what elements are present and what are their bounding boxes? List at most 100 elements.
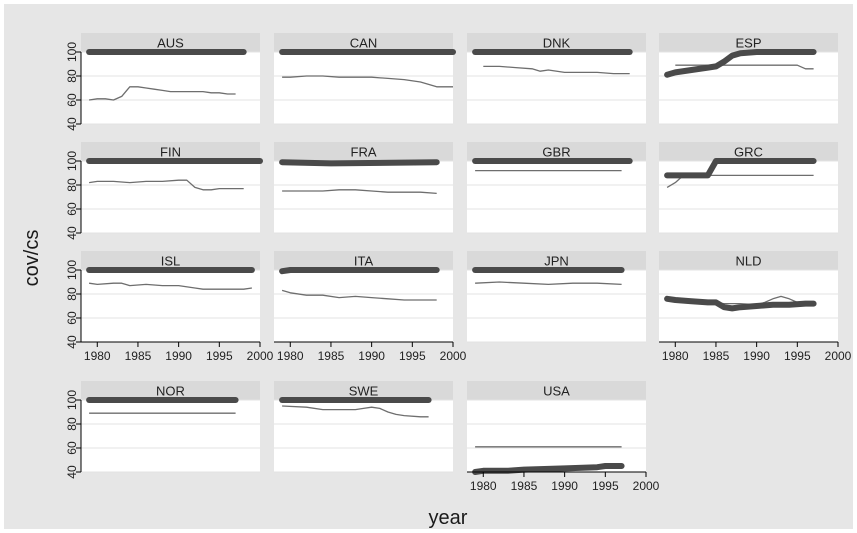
- plot-area: [274, 400, 453, 472]
- y-tick-label: 100: [65, 260, 79, 280]
- panel-usa: USA 1980 1985 1990 1995 2000: [467, 381, 660, 493]
- panel-dnk: DNK: [467, 33, 646, 125]
- panel-title: FRA: [351, 145, 377, 160]
- thick-series-line: [472, 463, 625, 475]
- x-tick-label: 1985: [125, 349, 152, 363]
- panel-header: [659, 142, 838, 161]
- x-tick-label: 1995: [784, 349, 811, 363]
- thick-series-line: [279, 159, 440, 167]
- panel-header: [81, 142, 260, 161]
- x-tick-label: 2000: [633, 479, 660, 493]
- y-axis-title: cov/cs: [21, 230, 43, 287]
- plot-area: [274, 161, 453, 233]
- y-tick-label: 40: [65, 117, 79, 131]
- panel-ita: ITA 1980 1985 1990 1995 2000: [274, 251, 467, 363]
- panel-header: [274, 33, 453, 52]
- plot-area: [467, 400, 646, 472]
- panel-header: [659, 251, 838, 270]
- plot-area: [81, 161, 260, 233]
- panel-title: FIN: [160, 145, 181, 160]
- x-tick-label: 2000: [440, 349, 467, 363]
- panel-nor: NOR 40 60 80 100: [65, 381, 260, 479]
- y-tick-label: 60: [65, 202, 79, 216]
- y-tick-label: 80: [65, 178, 79, 192]
- panel-title: NLD: [735, 254, 761, 269]
- panel-fra: FRA: [274, 142, 453, 234]
- panel-title: ITA: [354, 254, 374, 269]
- plot-area: [659, 52, 838, 124]
- plot-area: [81, 52, 260, 124]
- x-tick-label: 1985: [511, 479, 538, 493]
- panel-grc: GRC: [659, 142, 838, 234]
- x-tick-label: 2000: [247, 349, 274, 363]
- y-tick-label: 40: [65, 465, 79, 479]
- panel-header: [81, 33, 260, 52]
- thick-series-line: [664, 158, 817, 179]
- panel-header: [274, 381, 453, 400]
- plot-area: [81, 400, 260, 472]
- panel-swe: SWE: [274, 381, 453, 473]
- x-tick-label: 1980: [470, 479, 497, 493]
- x-tick-label: 1980: [277, 349, 304, 363]
- x-tick-label: 1985: [318, 349, 345, 363]
- panel-title: GRC: [734, 145, 763, 160]
- y-tick-label: 80: [65, 69, 79, 83]
- thick-series-line: [279, 267, 440, 275]
- y-tick-label: 80: [65, 417, 79, 431]
- thin-series-line: [89, 86, 236, 101]
- panel-header: [467, 33, 646, 52]
- x-tick-label: 1995: [592, 479, 619, 493]
- y-tick-label: 80: [65, 287, 79, 301]
- thin-series-line: [475, 281, 622, 286]
- plot-area: [467, 270, 646, 342]
- panel-header: [274, 142, 453, 161]
- panel-aus: AUS 40 60 80 100: [65, 33, 260, 131]
- panel-esp: ESP: [659, 33, 838, 125]
- x-tick-label: 1980: [662, 349, 689, 363]
- panel-header: [659, 33, 838, 52]
- x-tick-label: 1990: [743, 349, 770, 363]
- panel-jpn: JPN: [467, 251, 646, 343]
- thin-series-line: [281, 289, 437, 301]
- thin-series-line: [89, 282, 252, 290]
- y-tick-label: 60: [65, 441, 79, 455]
- x-tick-label: 2000: [825, 349, 852, 363]
- y-tick-label: 100: [65, 151, 79, 171]
- panel-isl: ISL 40 60 80 100 1980 1985 1990 1995 2000: [65, 251, 274, 363]
- plot-area: [659, 161, 838, 233]
- plot-area: [467, 161, 646, 233]
- panel-header: [467, 251, 646, 270]
- x-tick-label: 1995: [206, 349, 233, 363]
- plot-area: [274, 270, 453, 342]
- x-tick-label: 1990: [551, 479, 578, 493]
- panel-title: DNK: [543, 36, 571, 51]
- panel-title: ISL: [161, 254, 181, 269]
- x-tick-label: 1995: [399, 349, 426, 363]
- panel-header: [467, 381, 646, 400]
- plot-area: [274, 52, 453, 124]
- thin-series-line: [89, 179, 244, 191]
- panel-title: JPN: [544, 254, 569, 269]
- panel-title: AUS: [157, 36, 184, 51]
- panel-title: NOR: [156, 384, 185, 399]
- panel-title: SWE: [349, 384, 379, 399]
- y-tick-label: 60: [65, 93, 79, 107]
- panel-title: CAN: [350, 36, 377, 51]
- panel-can: CAN: [274, 33, 456, 125]
- y-tick-label: 100: [65, 42, 79, 62]
- panel-header: [467, 142, 646, 161]
- x-tick-label: 1990: [358, 349, 385, 363]
- panel-gbr: GBR: [467, 142, 646, 234]
- x-tick-label: 1985: [703, 349, 730, 363]
- thin-series-line: [483, 65, 630, 75]
- panel-header: [81, 251, 260, 270]
- panel-title: ESP: [735, 36, 761, 51]
- panel-title: GBR: [542, 145, 570, 160]
- y-tick-label: 40: [65, 335, 79, 349]
- plot-area: [467, 52, 646, 124]
- x-tick-label: 1990: [165, 349, 192, 363]
- plot-area: [81, 270, 260, 342]
- x-axis-title: year: [429, 507, 468, 529]
- thick-series-line: [664, 49, 817, 78]
